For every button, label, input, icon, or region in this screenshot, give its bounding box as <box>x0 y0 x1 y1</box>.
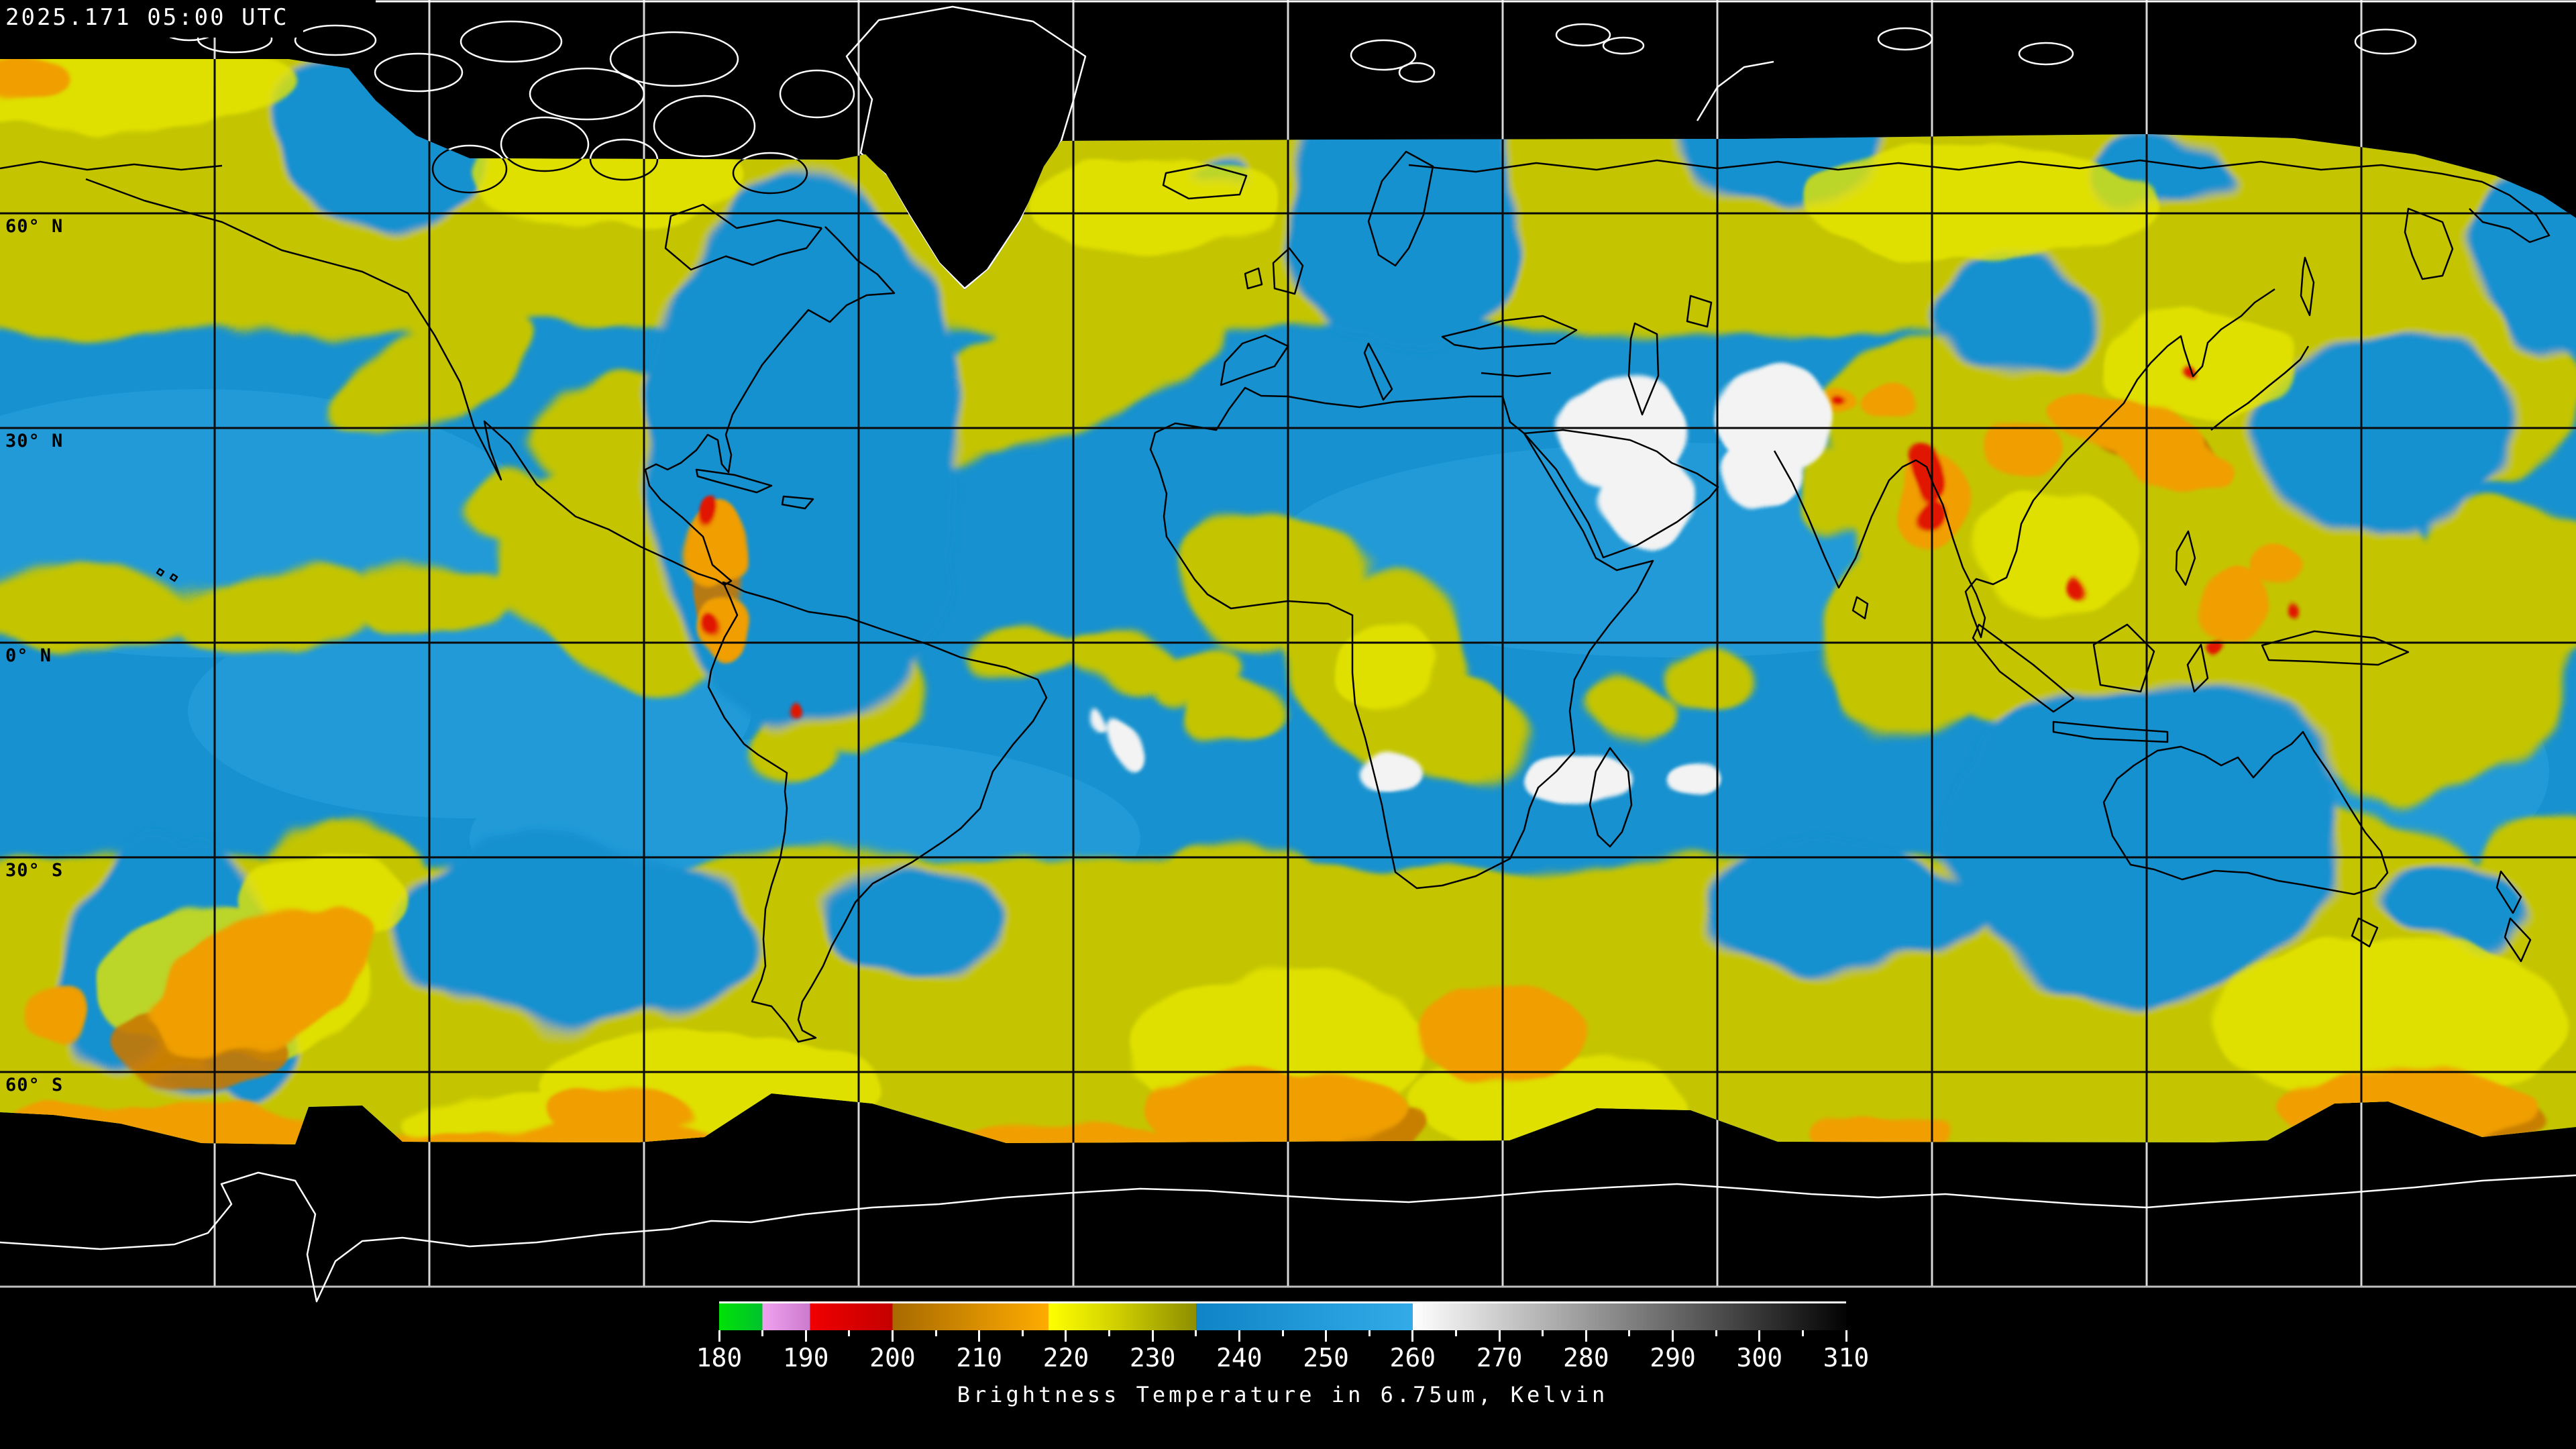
colorbar-tick-label: 300 <box>1736 1343 1783 1373</box>
colorbar-minor-tick <box>1454 1330 1457 1336</box>
colorbar-tick-label: 310 <box>1823 1343 1870 1373</box>
lat-label-30n: 30° N <box>5 431 64 451</box>
colorbar-minor-tick <box>1542 1330 1544 1336</box>
colorbar-tick-label: 280 <box>1562 1343 1609 1373</box>
lat-label-0n: 0° N <box>5 645 52 666</box>
colorbar-minor-tick <box>934 1330 937 1336</box>
colorbar-tick-label: 190 <box>782 1343 829 1373</box>
timestamp: 2025.171 05:00 UTC <box>0 0 304 38</box>
colorbar-major-tick <box>804 1330 807 1342</box>
colorbar-major-tick <box>1411 1330 1414 1342</box>
colorbar-top-line <box>719 1301 1846 1303</box>
colorbar-major-tick <box>1758 1330 1761 1342</box>
lat-label-30s: 30° S <box>5 860 64 881</box>
colorbar-tick-label: 210 <box>956 1343 1002 1373</box>
colorbar-minor-tick <box>1195 1330 1197 1336</box>
colorbar-major-tick <box>1238 1330 1240 1342</box>
colorbar-major-tick <box>1325 1330 1328 1342</box>
colorbar-tick-label: 260 <box>1389 1343 1436 1373</box>
colorbar-minor-tick <box>1368 1330 1371 1336</box>
colorbar-major-tick <box>1585 1330 1587 1342</box>
antarctica-coastline <box>0 1171 2576 1303</box>
colorbar-tick-label: 200 <box>869 1343 916 1373</box>
colorbar-tick-label: 220 <box>1042 1343 1089 1373</box>
lat-label-60n: 60° N <box>5 216 64 237</box>
colorbar-minor-tick <box>1108 1330 1111 1336</box>
colorbar-tick-label: 240 <box>1216 1343 1263 1373</box>
colorbar-title: Brightness Temperature in 6.75um, Kelvin <box>957 1382 1609 1407</box>
data-swath <box>0 59 2576 1144</box>
lat-label-60s: 60° S <box>5 1075 64 1095</box>
colorbar-major-tick <box>1498 1330 1501 1342</box>
colorbar-minor-tick <box>1281 1330 1284 1336</box>
colorbar-tick-label: 250 <box>1303 1343 1349 1373</box>
colorbar-minor-tick <box>1801 1330 1804 1336</box>
colorbar-tick-label: 180 <box>696 1343 743 1373</box>
colorbar-minor-tick <box>1021 1330 1024 1336</box>
colorbar-tick-label: 270 <box>1476 1343 1523 1373</box>
colorbar-major-tick <box>1672 1330 1674 1342</box>
colorbar-minor-tick <box>848 1330 851 1336</box>
hot-surface-white <box>1093 367 1833 804</box>
colorbar-tick-label: 230 <box>1129 1343 1176 1373</box>
colorbar-minor-tick <box>1715 1330 1717 1336</box>
colorbar-minor-tick <box>1628 1330 1631 1336</box>
graticule-black <box>0 59 2576 1144</box>
colorbar-gradient <box>719 1303 1846 1330</box>
colorbar-major-tick <box>1065 1330 1067 1342</box>
cloud-field-bright <box>0 59 2567 1144</box>
colorbar-major-tick <box>978 1330 981 1342</box>
colorbar-tick-label: 290 <box>1650 1343 1696 1373</box>
colorbar-major-tick <box>1845 1330 1847 1342</box>
colorbar-major-tick <box>891 1330 894 1342</box>
colorbar-minor-tick <box>761 1330 764 1336</box>
colorbar-major-tick <box>1151 1330 1154 1342</box>
colorbar-major-tick <box>718 1330 720 1342</box>
